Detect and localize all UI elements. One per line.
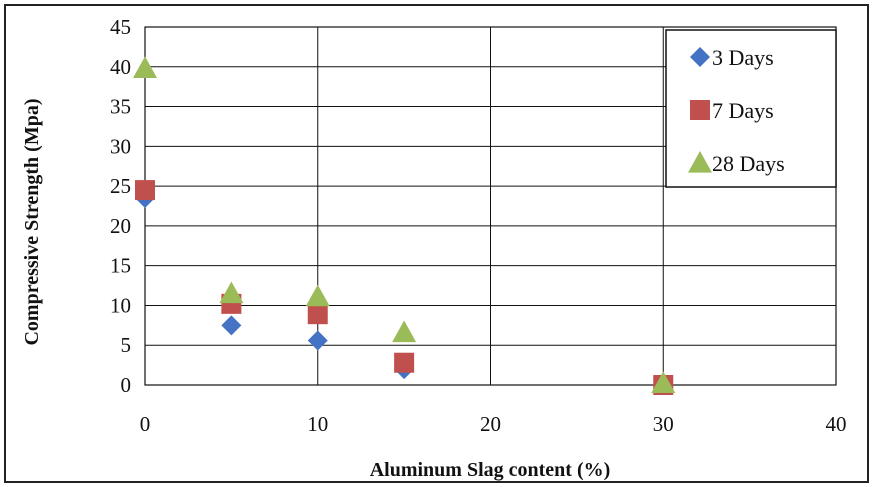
legend-item: 7 Days [690,98,774,123]
y-tick-label: 5 [121,333,132,357]
y-tick-labels: 0 5 10 15 20 25 30 35 40 45 [110,15,131,397]
legend-item: 3 Days [690,45,774,70]
triangle-data-point [133,56,157,78]
legend-square-icon [690,100,710,120]
legend-label: 28 Days [712,151,785,176]
diamond-data-point [307,330,328,351]
legend-triangle-icon [688,151,712,173]
square-data-point [135,180,155,201]
y-tick-label: 35 [110,95,131,119]
triangle-data-point [651,371,676,394]
x-axis-title: Aluminum Slag content (%) [370,459,611,481]
y-tick-label: 20 [110,214,131,238]
x-tick-labels: 0 10 20 30 40 [140,412,847,436]
x-tick-label: 30 [653,412,674,436]
triangle-data-point [305,284,330,307]
legend-label: 3 Days [712,45,774,70]
x-tick-label: 40 [826,412,847,436]
data-points [133,56,676,395]
square-data-point [394,352,415,373]
triangle-data-point [392,320,417,343]
y-tick-label: 25 [110,174,131,198]
legend-diamond-icon [690,47,710,67]
x-tick-label: 10 [307,412,328,436]
x-tick-label: 0 [140,412,151,436]
legend-label: 7 Days [712,98,774,123]
triangle-data-point [219,281,244,304]
legend: 3 Days 7 Days 28 Days [665,29,837,188]
y-tick-label: 45 [110,15,131,39]
y-tick-label: 0 [121,373,132,397]
y-axis-title: Compressive Strength (Mpa) [21,98,43,345]
y-tick-label: 15 [110,254,131,278]
x-tick-label: 20 [480,412,501,436]
y-tick-label: 10 [110,293,131,317]
series-28-days [133,56,676,394]
series-7-days [135,180,674,395]
square-data-point [307,304,328,325]
legend-item: 28 Days [688,151,785,176]
y-tick-label: 40 [110,55,131,79]
y-tick-label: 30 [110,134,131,158]
diamond-data-point [221,315,242,336]
